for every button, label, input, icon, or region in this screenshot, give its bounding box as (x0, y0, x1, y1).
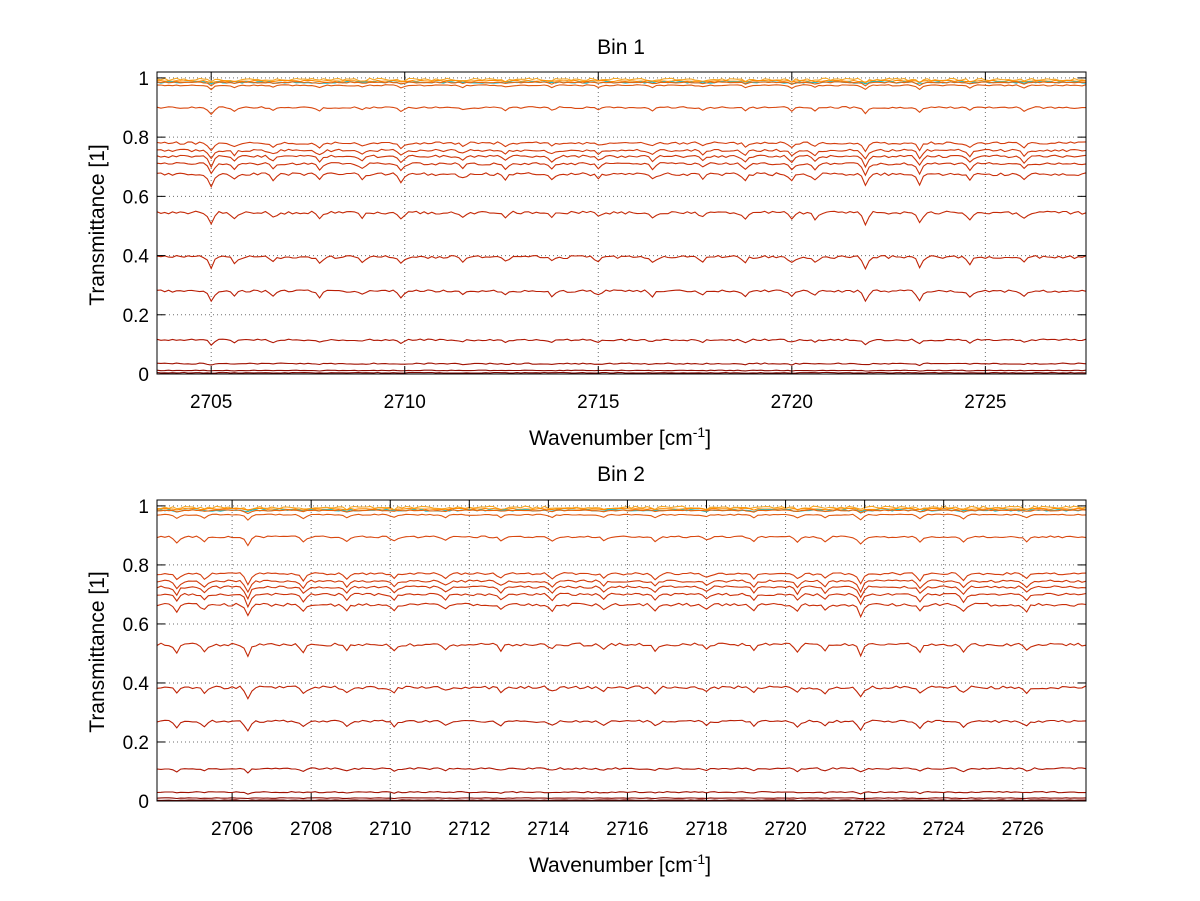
series-line (156, 148, 1087, 160)
series-line (156, 106, 1086, 116)
series-line (156, 685, 1087, 700)
series-line (156, 535, 1087, 547)
series-line (156, 571, 1087, 586)
series-line (156, 154, 1087, 169)
series-line (156, 791, 1086, 795)
series-line (156, 81, 1087, 87)
x-tick-label: 2715 (577, 392, 619, 413)
series-line (156, 507, 1087, 512)
series-line (156, 797, 1087, 800)
y-tick-label: 0.6 (123, 187, 149, 208)
axes-frame (156, 71, 1087, 375)
series-line (156, 767, 1087, 774)
series-line (156, 338, 1087, 347)
y-tick-label: 0.8 (123, 556, 149, 577)
y-tick-label: 1 (138, 69, 149, 90)
series-line (156, 84, 1087, 91)
x-tick-label: 2718 (685, 819, 727, 840)
x-tick-label: 2726 (1002, 819, 1044, 840)
y-tick-label: 1 (138, 497, 149, 518)
series-line (156, 77, 1087, 84)
x-tick-label: 2724 (923, 819, 966, 840)
x-tick-label: 2720 (764, 819, 806, 840)
subplot-bin-1: Bin 1 2705 2710 2715 2720 2725 0 0.2 0.4 0.6 0.8 1… (86, 36, 1087, 450)
axes-frame (156, 499, 1087, 802)
series-line (156, 371, 1087, 374)
series-line (156, 362, 1087, 367)
x-tick-label: 2725 (964, 392, 1006, 413)
series-line (156, 162, 1087, 177)
x-tick-label: 2722 (843, 819, 885, 840)
series-line (156, 513, 1087, 521)
x-tick-label: 2720 (771, 392, 813, 413)
x-tick-label: 2712 (448, 819, 490, 840)
plot-area: 2705 2710 2715 2720 2725 0 0.2 0.4 0.6 0.8 1 (123, 69, 1087, 413)
series-line (156, 255, 1087, 271)
subplot-title: Bin 1 (597, 36, 645, 59)
y-tick-label: 0 (138, 365, 149, 386)
subplot-title: Bin 2 (597, 463, 645, 486)
y-tick-label: 0.4 (123, 674, 150, 695)
series-line (156, 602, 1087, 619)
y-tick-label: 0.6 (123, 615, 149, 636)
x-axis-label: Wavenumber [cm-1] (529, 424, 711, 450)
x-tick-label: 2710 (369, 819, 411, 840)
y-tick-label: 0.2 (123, 733, 149, 754)
series-line (156, 719, 1087, 732)
series-line (156, 799, 1087, 802)
series-line (156, 585, 1087, 601)
series-line (156, 172, 1087, 188)
x-tick-label: 2708 (290, 819, 332, 840)
y-tick-label: 0.2 (123, 306, 149, 327)
series-line (156, 642, 1087, 658)
series-line (156, 289, 1087, 303)
series-line (156, 210, 1087, 227)
series-line (157, 509, 1087, 515)
x-tick-label: 2716 (606, 819, 648, 840)
x-tick-label: 2706 (211, 819, 253, 840)
x-tick-label: 2710 (384, 392, 426, 413)
plot-area: 2706 2708 2710 2712 2714 2716 2718 2720 2722 2724… (123, 497, 1087, 840)
y-tick-label: 0 (138, 792, 149, 813)
x-tick-label: 2705 (190, 392, 232, 413)
series-line (156, 141, 1087, 153)
y-tick-label: 0.4 (123, 247, 150, 268)
series-line (156, 369, 1087, 372)
y-axis-label: Transmittance [1] (86, 571, 109, 732)
series-line (156, 579, 1087, 594)
series-line (156, 592, 1087, 609)
subplot-bin-2: Bin 2 2706 2708 2710 2712 2714 2716 2718 2720 27… (86, 463, 1087, 877)
x-axis-label: Wavenumber [cm-1] (529, 851, 711, 877)
y-tick-label: 0.8 (123, 128, 149, 149)
y-axis-label: Transmittance [1] (86, 144, 109, 305)
x-tick-label: 2714 (527, 819, 570, 840)
series-line (157, 79, 1087, 84)
